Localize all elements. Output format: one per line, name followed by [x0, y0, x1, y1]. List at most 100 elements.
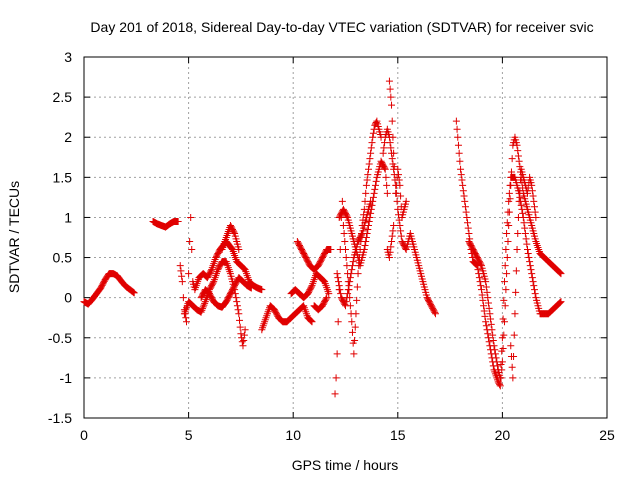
data-point [513, 246, 521, 254]
data-point [388, 117, 396, 125]
data-point [130, 289, 138, 297]
data-point [388, 101, 396, 109]
data-point [365, 160, 373, 168]
data-point [337, 290, 345, 298]
data-point [332, 374, 340, 382]
data-point [483, 288, 491, 296]
data-point [490, 342, 498, 350]
data-point [396, 181, 404, 189]
data-point [348, 266, 356, 274]
data-point [233, 298, 241, 306]
data-point [342, 302, 349, 310]
data-point [344, 286, 352, 294]
series-seg-m [333, 197, 375, 310]
data-point [511, 310, 519, 318]
data-point [363, 176, 371, 184]
data-point [390, 149, 398, 157]
grid [84, 57, 607, 418]
data-point [240, 336, 248, 344]
data-point [530, 282, 538, 290]
data-point [352, 310, 360, 318]
x-tick-label: 10 [285, 427, 301, 443]
data-point [514, 213, 522, 221]
data-point [369, 193, 377, 201]
data-point [454, 133, 462, 141]
data-point [341, 238, 349, 246]
data-point [185, 270, 193, 278]
data-point [496, 381, 504, 389]
data-point [353, 283, 361, 291]
data-point [387, 144, 395, 152]
data-point [500, 296, 508, 304]
data-point [431, 308, 439, 316]
data-point [528, 181, 536, 189]
data-point [390, 221, 398, 229]
data-point [308, 318, 316, 326]
data-point [362, 234, 370, 241]
data-point [504, 238, 512, 246]
data-point [362, 189, 370, 197]
data-point [365, 165, 373, 173]
data-point [335, 278, 343, 286]
data-point [392, 189, 400, 197]
data-point [342, 298, 350, 306]
data-point [530, 286, 538, 294]
y-tick-label: -0.5 [48, 330, 72, 346]
data-point [508, 155, 516, 163]
data-point [354, 270, 362, 278]
data-point [507, 342, 515, 350]
data-point [307, 316, 315, 324]
data-point [228, 245, 236, 253]
data-point [500, 278, 508, 286]
data-point [477, 260, 485, 268]
data-point [372, 119, 380, 127]
data-point [348, 318, 356, 326]
data-point [516, 187, 524, 195]
data-point [482, 283, 490, 291]
data-point [342, 246, 349, 254]
series-seg-s [507, 165, 540, 382]
y-tick-label: 0.5 [53, 250, 73, 266]
data-point [348, 262, 356, 270]
data-point [388, 155, 396, 163]
data-point [489, 331, 497, 339]
data-point [485, 304, 493, 312]
data-point [556, 269, 564, 277]
data-point [491, 346, 499, 354]
data-point [485, 338, 493, 346]
data-point [183, 318, 191, 326]
series-seg-k [331, 117, 385, 398]
data-point [498, 334, 506, 342]
y-axis-label: SDTVAR / TECUs [6, 181, 22, 293]
series-seg-i [293, 238, 335, 274]
data-point [524, 189, 532, 197]
data-point [489, 336, 497, 344]
data-point [484, 294, 492, 302]
series-seg-h [287, 270, 333, 302]
data-point [333, 350, 341, 358]
data-point [174, 217, 182, 225]
series-seg-b [149, 217, 182, 231]
data-point [461, 197, 469, 205]
series-seg-r [465, 173, 565, 382]
data-point [524, 250, 532, 258]
data-point [344, 290, 352, 298]
data-point [463, 213, 471, 221]
data-point [343, 212, 351, 220]
data-point [367, 144, 375, 152]
data-point [459, 187, 467, 195]
data-point [487, 320, 495, 328]
data-point [508, 363, 516, 371]
data-point [338, 197, 346, 205]
data-point [325, 290, 333, 298]
data-point [503, 254, 511, 262]
data-point [367, 197, 375, 205]
data-point [388, 238, 396, 246]
y-tick-label: 0 [64, 290, 72, 306]
data-point [402, 197, 410, 205]
data-point [482, 318, 490, 326]
data-point [209, 279, 217, 287]
data-point [464, 224, 472, 232]
data-point [239, 342, 247, 350]
data-point [479, 296, 487, 304]
